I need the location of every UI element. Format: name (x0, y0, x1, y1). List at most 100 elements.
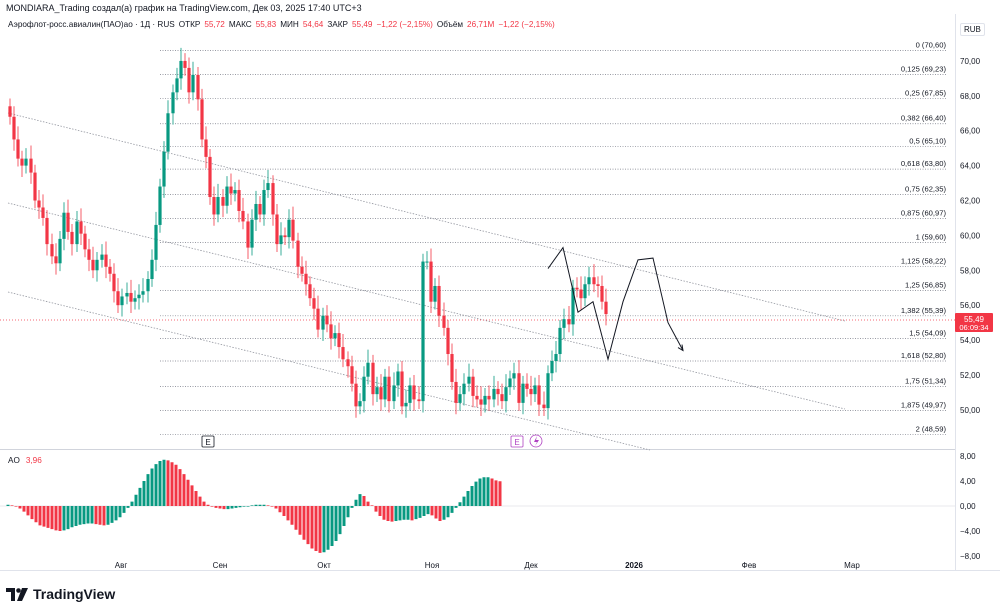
candle[interactable] (291, 206, 295, 249)
candle[interactable] (529, 375, 533, 406)
candle[interactable] (512, 362, 516, 390)
currency-badge[interactable]: RUB (960, 23, 985, 36)
candle[interactable] (567, 306, 571, 333)
candle[interactable] (112, 263, 116, 303)
candle[interactable] (571, 279, 575, 336)
candle[interactable] (95, 251, 99, 282)
candle[interactable] (550, 350, 554, 382)
candle[interactable] (120, 288, 124, 317)
candle[interactable] (266, 169, 270, 198)
candle[interactable] (258, 196, 262, 223)
candle[interactable] (241, 197, 245, 230)
candle[interactable] (216, 183, 220, 223)
forecast-path[interactable] (547, 246, 684, 362)
candle[interactable] (133, 290, 137, 310)
candle[interactable] (362, 366, 366, 413)
candle[interactable] (462, 373, 466, 406)
candle[interactable] (254, 190, 258, 232)
candle[interactable] (487, 385, 491, 411)
candle[interactable] (508, 370, 512, 396)
candle[interactable] (200, 88, 204, 148)
candle[interactable] (33, 164, 37, 209)
candle[interactable] (20, 150, 24, 177)
candle[interactable] (366, 349, 370, 385)
candle[interactable] (583, 276, 587, 307)
candle[interactable] (237, 179, 241, 223)
candle[interactable] (75, 210, 79, 252)
candle[interactable] (108, 258, 112, 282)
candle[interactable] (454, 368, 458, 415)
candle[interactable] (562, 308, 566, 340)
candle[interactable] (129, 279, 133, 314)
candle[interactable] (137, 284, 141, 310)
candle[interactable] (183, 53, 187, 76)
candle[interactable] (154, 211, 158, 272)
candle[interactable] (396, 363, 400, 397)
candle[interactable] (521, 375, 525, 415)
candle[interactable] (325, 305, 329, 333)
candle[interactable] (41, 194, 45, 226)
candle[interactable] (479, 386, 483, 416)
candle[interactable] (354, 370, 358, 418)
candle[interactable] (150, 249, 154, 287)
candle[interactable] (296, 232, 300, 279)
candle[interactable] (83, 225, 87, 258)
candle[interactable] (233, 182, 237, 202)
candle[interactable] (37, 190, 41, 219)
candle[interactable] (304, 260, 308, 296)
candle[interactable] (387, 366, 391, 413)
candle[interactable] (421, 253, 425, 413)
ao-name[interactable]: AO (8, 456, 20, 465)
candle[interactable] (604, 288, 608, 326)
candle[interactable] (533, 377, 537, 403)
candle[interactable] (54, 243, 58, 275)
dividend-event-icon[interactable] (529, 434, 543, 448)
candle[interactable] (50, 233, 54, 265)
symbol-name[interactable]: Аэрофлот-росс.авиалин(ПАО)ао · 1Д · RUS (8, 20, 175, 29)
candle[interactable] (537, 374, 541, 416)
candle[interactable] (492, 375, 496, 408)
candle[interactable] (575, 277, 579, 298)
candle[interactable] (91, 246, 95, 279)
candle[interactable] (346, 351, 350, 378)
candle[interactable] (70, 224, 74, 256)
candle[interactable] (442, 302, 446, 336)
candle[interactable] (250, 209, 254, 256)
candle[interactable] (316, 295, 320, 338)
candle[interactable] (408, 377, 412, 411)
candle[interactable] (504, 374, 508, 413)
tradingview-logo[interactable]: TradingView (6, 586, 115, 602)
candle[interactable] (62, 202, 66, 251)
candle[interactable] (308, 276, 312, 307)
candle[interactable] (87, 238, 91, 272)
candle[interactable] (191, 61, 195, 101)
candle[interactable] (412, 374, 416, 411)
candle[interactable] (171, 84, 175, 125)
candle[interactable] (300, 256, 304, 282)
candle[interactable] (458, 386, 462, 411)
candle[interactable] (587, 266, 591, 296)
candle[interactable] (392, 372, 396, 409)
candle[interactable] (467, 363, 471, 392)
candle[interactable] (350, 355, 354, 392)
candle[interactable] (471, 368, 475, 408)
candle[interactable] (16, 126, 20, 167)
candle[interactable] (175, 67, 179, 101)
candle[interactable] (417, 386, 421, 409)
candle[interactable] (196, 67, 200, 111)
candle[interactable] (100, 244, 104, 268)
candle[interactable] (483, 388, 487, 413)
candle[interactable] (279, 222, 283, 256)
candle[interactable] (437, 275, 441, 327)
candle[interactable] (146, 271, 150, 303)
candle[interactable] (262, 179, 266, 226)
candle[interactable] (12, 106, 16, 151)
channel-upper-line[interactable] (7, 112, 846, 322)
candle[interactable] (225, 176, 229, 214)
candle[interactable] (542, 391, 546, 416)
candle[interactable] (45, 210, 49, 256)
channel-lower-line[interactable] (7, 291, 651, 451)
candle[interactable] (433, 278, 437, 310)
candle[interactable] (229, 173, 233, 205)
